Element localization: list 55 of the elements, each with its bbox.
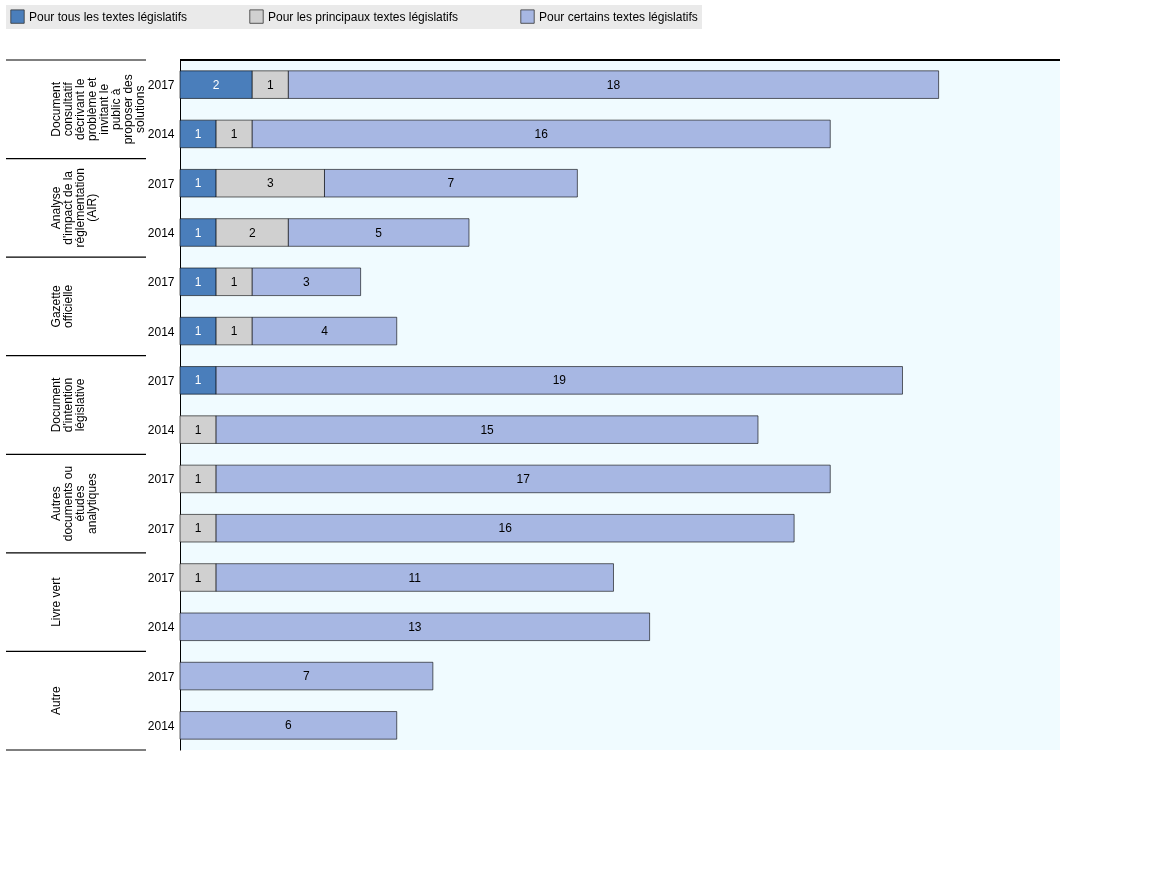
y-tick-label: 2017 [147, 176, 175, 191]
data-label: 1 [194, 126, 202, 141]
legend-label: Pour les principaux textes législatifs [268, 9, 459, 24]
text: Autres documents ou études analytiques [49, 465, 99, 542]
data-label: 13 [408, 619, 422, 634]
y-tick-label: 2014 [147, 718, 175, 733]
y-tick-label: 2017 [147, 669, 175, 684]
data-label: 17 [516, 471, 531, 486]
y-tick-label: 2014 [147, 423, 175, 438]
data-label: 1 [194, 422, 202, 437]
legend-label: Pour certains textes législatifs [539, 9, 698, 24]
y-tick-label: 2017 [147, 521, 175, 536]
data-label: 4 [321, 324, 329, 339]
y-tick-label: 2017 [147, 373, 175, 388]
y-tick-label: 2017 [147, 275, 175, 290]
data-label: 7 [447, 176, 455, 191]
y-tick-label: 2014 [147, 127, 175, 142]
data-label: 2 [212, 77, 220, 92]
data-label: 1 [194, 373, 202, 388]
text: Analyse d'impact de la réglementation (AIR) [49, 168, 99, 248]
y-tick-label: 2014 [147, 620, 175, 635]
data-label: 11 [408, 570, 422, 585]
data-label: 1 [194, 471, 202, 486]
text: Document d'intention législative [49, 376, 87, 433]
data-label: 2 [248, 225, 256, 240]
data-label: 7 [303, 669, 311, 684]
y-tick-label: 2017 [147, 472, 175, 487]
data-label: 1 [230, 324, 238, 339]
y-tick-label: 2014 [147, 226, 175, 240]
data-label: 1 [230, 274, 238, 289]
y-tick-label: 2017 [147, 78, 175, 93]
data-label: 15 [480, 422, 495, 437]
data-label: 1 [230, 126, 238, 141]
legend-label: Pour tous les textes législatifs [29, 9, 188, 24]
text: Gazette officielle [49, 284, 75, 328]
data-label: 18 [606, 77, 621, 92]
data-label: 1 [194, 274, 202, 289]
y-tick-label: 2017 [147, 571, 175, 585]
data-label: 16 [534, 126, 549, 141]
data-label: 16 [498, 521, 513, 536]
data-label: 1 [194, 225, 202, 240]
data-label: 1 [194, 521, 202, 536]
data-label: 3 [266, 176, 274, 191]
data-label: 6 [285, 718, 293, 733]
data-label: 3 [303, 274, 311, 289]
data-label: 1 [194, 176, 202, 191]
data-label: 1 [194, 570, 202, 585]
text: Livre vert [49, 576, 63, 627]
text: Autre [49, 686, 63, 716]
data-label: 19 [552, 373, 567, 388]
data-label: 1 [194, 324, 202, 339]
data-label: 1 [266, 77, 274, 92]
data-label: 5 [375, 225, 383, 240]
y-tick-label: 2014 [147, 324, 175, 339]
text: Document consultatif décrivant le problème et invitant le public à proposer des solutions [49, 74, 147, 145]
